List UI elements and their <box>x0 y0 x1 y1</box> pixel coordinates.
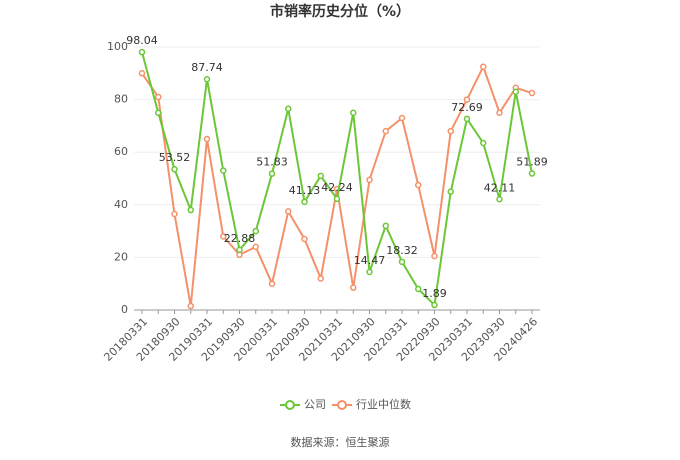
point <box>398 258 406 266</box>
point <box>187 206 194 214</box>
point <box>220 233 227 240</box>
value-label: 51.89 <box>516 156 548 169</box>
series-line <box>141 51 533 308</box>
legend-item: 公司 <box>280 398 326 411</box>
point <box>463 115 471 123</box>
value-label: 42.24 <box>321 181 353 194</box>
chart-title: 市销率历史分位（%） <box>270 3 410 20</box>
value-label: 98.04 <box>126 34 158 47</box>
point <box>512 88 519 95</box>
point <box>528 89 536 97</box>
point <box>285 105 292 113</box>
point <box>382 127 389 135</box>
point <box>301 235 308 243</box>
point <box>415 285 422 293</box>
point <box>138 70 146 77</box>
y-tick-label: 40 <box>114 198 128 211</box>
point <box>333 195 341 203</box>
point <box>366 176 373 184</box>
point <box>528 170 536 177</box>
value-label: 51.83 <box>256 156 288 169</box>
point <box>480 63 487 70</box>
point <box>285 208 292 215</box>
point <box>350 284 357 291</box>
point <box>447 188 454 195</box>
value-label: 72.69 <box>451 101 483 114</box>
legend-label: 行业中位数 <box>356 397 411 411</box>
value-label: 41.13 <box>289 184 321 197</box>
point <box>155 109 162 116</box>
point <box>317 275 324 282</box>
point <box>366 268 373 276</box>
point <box>252 243 259 251</box>
value-label: 1.89 <box>422 287 447 300</box>
value-label: 53.52 <box>159 151 191 164</box>
point <box>496 109 503 116</box>
point <box>268 280 276 287</box>
y-tick-label: 60 <box>114 145 128 158</box>
point <box>463 96 471 103</box>
point <box>398 114 406 122</box>
point <box>187 302 194 310</box>
y-tick-label: 20 <box>114 250 128 263</box>
point <box>301 198 308 206</box>
point <box>496 196 503 203</box>
value-label: 87.74 <box>191 61 223 74</box>
point <box>236 246 243 254</box>
legend-marker <box>285 400 295 410</box>
point <box>220 167 227 174</box>
point <box>350 109 357 116</box>
point <box>203 75 211 83</box>
point <box>252 227 259 235</box>
point <box>447 127 454 135</box>
point <box>382 222 389 230</box>
point <box>268 170 276 177</box>
point <box>155 93 162 101</box>
value-label: 42.11 <box>484 181 516 194</box>
point <box>431 301 438 309</box>
value-label: 22.88 <box>224 232 256 245</box>
value-label: 18.32 <box>386 244 418 257</box>
y-tick-label: 0 <box>121 303 128 316</box>
point <box>203 135 211 143</box>
value-label: 14.47 <box>354 254 386 267</box>
y-tick-label: 80 <box>114 93 128 106</box>
legend-item: 行业中位数 <box>332 397 411 411</box>
point <box>415 181 422 189</box>
legend-marker <box>337 400 347 410</box>
y-tick-label: 100 <box>107 40 128 53</box>
point <box>317 172 324 180</box>
source: 数据来源：恒生聚源 <box>291 435 390 449</box>
point <box>431 252 438 260</box>
point <box>171 210 178 218</box>
legend-label: 公司 <box>304 398 326 411</box>
point <box>138 48 146 56</box>
point <box>171 165 178 173</box>
point <box>480 139 487 147</box>
